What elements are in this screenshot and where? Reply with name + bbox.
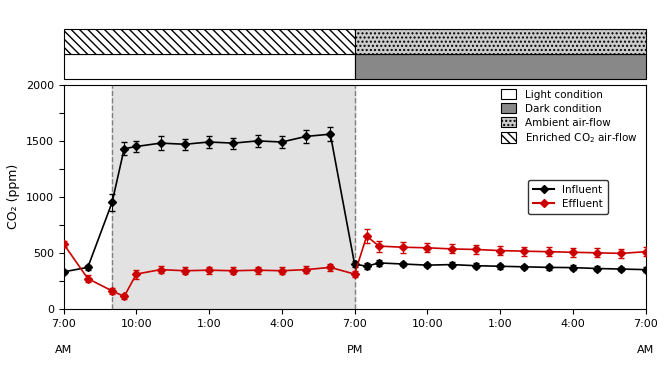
Text: AM: AM [55,345,72,355]
Text: AM: AM [637,345,654,355]
Y-axis label: CO₂ (ppm): CO₂ (ppm) [7,164,20,230]
Text: PM: PM [347,345,363,355]
Bar [64,54,355,79]
Legend: Influent, Effluent: Influent, Effluent [528,179,608,214]
Bar [355,54,646,79]
Bar [355,29,646,54]
Bar [64,29,355,54]
